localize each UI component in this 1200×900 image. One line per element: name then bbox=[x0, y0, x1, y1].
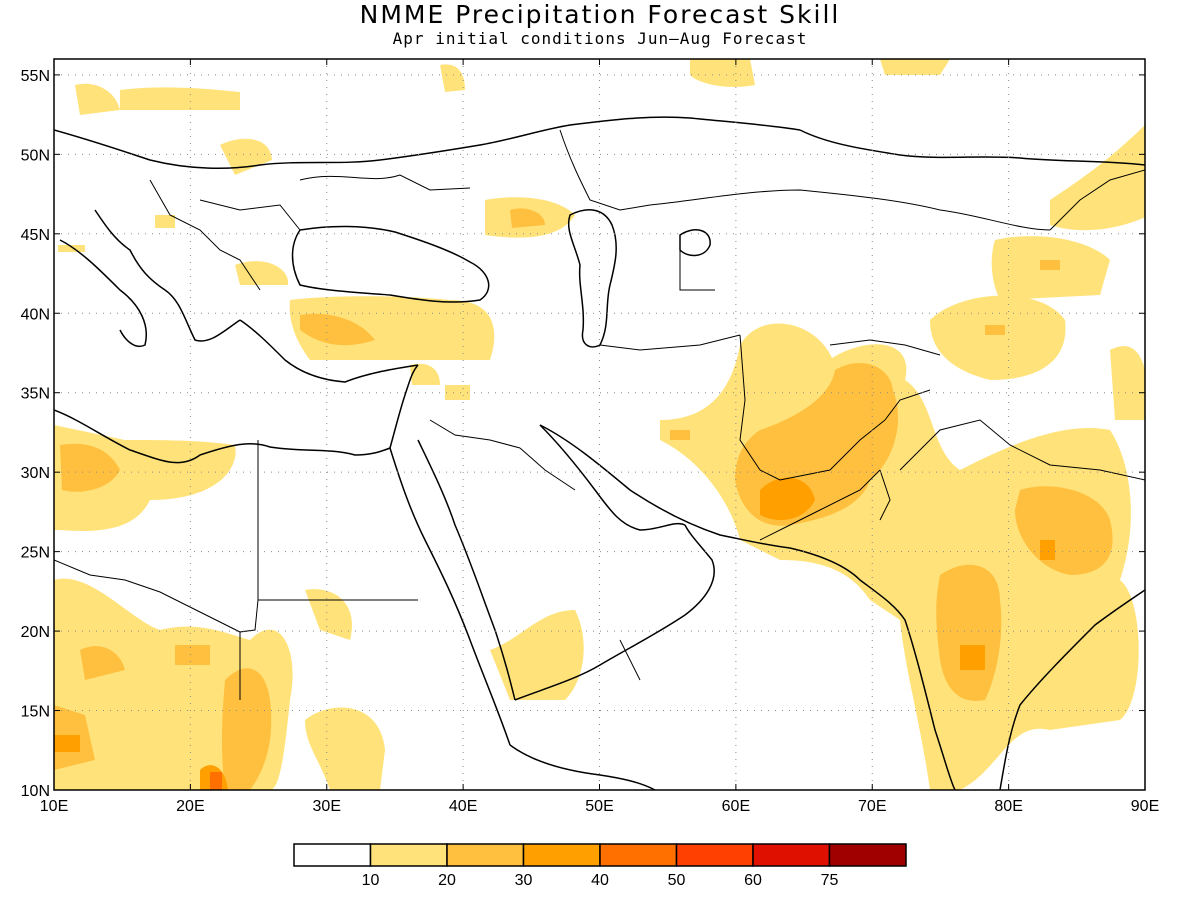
lat-label-20: 20N bbox=[21, 624, 50, 641]
lat-label-45: 45N bbox=[21, 227, 50, 244]
colorbar-swatch-0 bbox=[293, 843, 372, 867]
colorbar-swatch-4 bbox=[599, 843, 678, 867]
lon-label-90: 90E bbox=[1131, 798, 1159, 815]
lat-label-40: 40N bbox=[21, 306, 50, 323]
colorbar-swatch-7 bbox=[828, 843, 907, 867]
colorbar-swatch-2 bbox=[446, 843, 525, 867]
lat-label-55: 55N bbox=[21, 68, 50, 85]
lat-label-35: 35N bbox=[21, 386, 50, 403]
colorbar-legend bbox=[293, 843, 907, 867]
lon-label-30: 30E bbox=[313, 798, 341, 815]
lat-label-25: 25N bbox=[21, 545, 50, 562]
coastlines bbox=[54, 116, 1145, 790]
colorbar-swatch-1 bbox=[369, 843, 448, 867]
gridlines bbox=[54, 59, 1145, 790]
colorbar-label-60: 60 bbox=[744, 872, 762, 889]
colorbar-label-30: 30 bbox=[515, 872, 533, 889]
colorbar-label-75: 75 bbox=[821, 872, 839, 889]
map-title: NMME Precipitation Forecast Skill bbox=[359, 0, 841, 29]
colorbar-swatch-5 bbox=[675, 843, 754, 867]
lat-label-30: 30N bbox=[21, 465, 50, 482]
map-subtitle: Apr initial conditions Jun–Aug Forecast bbox=[392, 29, 808, 48]
lon-label-40: 40E bbox=[449, 798, 477, 815]
axis-ticks bbox=[53, 59, 1146, 791]
lon-label-80: 80E bbox=[994, 798, 1022, 815]
shading-level-40-50 bbox=[210, 772, 222, 790]
colorbar-labels: 10 20 30 40 50 60 75 bbox=[362, 872, 839, 889]
lon-label-20: 20E bbox=[176, 798, 204, 815]
political-borders bbox=[54, 129, 1145, 700]
lat-label-50: 50N bbox=[21, 147, 50, 164]
lon-label-70: 70E bbox=[858, 798, 886, 815]
colorbar-label-10: 10 bbox=[362, 872, 380, 889]
lat-label-15: 15N bbox=[21, 704, 50, 721]
skill-shading bbox=[54, 59, 1145, 790]
lon-label-50: 50E bbox=[585, 798, 613, 815]
colorbar-label-20: 20 bbox=[438, 872, 456, 889]
colorbar-label-50: 50 bbox=[668, 872, 686, 889]
lat-label-10: 10N bbox=[21, 783, 50, 800]
colorbar-swatch-6 bbox=[752, 843, 831, 867]
lon-label-10: 10E bbox=[40, 798, 68, 815]
lon-label-60: 60E bbox=[722, 798, 750, 815]
colorbar-swatch-3 bbox=[522, 843, 601, 867]
colorbar-label-40: 40 bbox=[591, 872, 609, 889]
axis-labels: 10E 20E 30E 40E 50E 60E 70E 80E 90E 10N 15N 20N 25N 3… bbox=[21, 68, 1160, 815]
